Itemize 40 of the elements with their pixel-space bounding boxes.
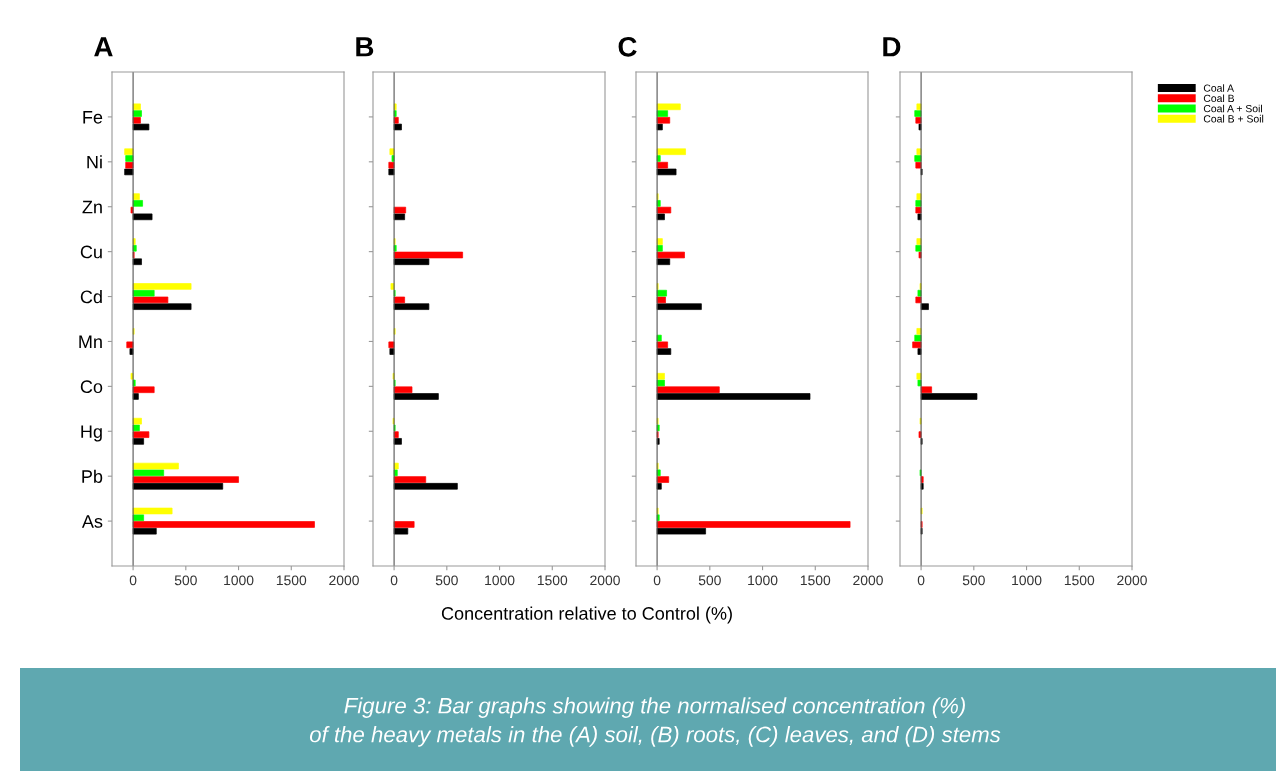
legend-label: Coal B + Soil xyxy=(1203,114,1264,123)
x-axis-title: Concentration relative to Control (%) xyxy=(441,606,732,624)
x-tick-label: 500 xyxy=(435,575,458,586)
chart-title: B xyxy=(356,37,374,57)
y-tick-label: Cu xyxy=(80,245,102,259)
caption: Figure 3: Bar graphs showing the normalised concentration (%) of the heavy metals in the (A) soil, (B) roots, (C) leaves, and (D) stems xyxy=(309,697,1001,747)
y-tick-label: Co xyxy=(80,380,103,394)
legend-label: Coal A + Soil xyxy=(1203,104,1262,113)
legend-label: Coal B xyxy=(1203,94,1235,103)
y-tick-label: Mn xyxy=(79,335,102,348)
x-tick-label: 1500 xyxy=(1064,575,1095,586)
x-tick-label: 1000 xyxy=(1012,575,1042,586)
x-tick-label: 0 xyxy=(390,575,398,586)
y-tick-label: Fe xyxy=(83,111,103,124)
x-tick-label: 2000 xyxy=(853,575,883,586)
x-tick-label: 2000 xyxy=(590,575,620,586)
x-tick-label: 2000 xyxy=(1117,575,1147,586)
x-tick-label: 0 xyxy=(129,575,137,586)
x-tick-label: 1000 xyxy=(224,575,254,586)
legend-label: Coal A xyxy=(1203,84,1234,92)
x-tick-label: 1500 xyxy=(800,575,831,586)
chart-title: A xyxy=(94,37,113,57)
x-tick-label: 500 xyxy=(174,575,197,586)
x-tick-label: 0 xyxy=(917,575,925,586)
y-tick-label: Pb xyxy=(82,469,103,483)
chart-title: D xyxy=(883,37,901,57)
x-tick-label: 2000 xyxy=(329,575,359,586)
x-tick-label: 500 xyxy=(962,575,985,586)
y-tick-label: Hg xyxy=(81,425,102,442)
y-tick-label: Ni xyxy=(87,155,102,169)
x-tick-label: 1500 xyxy=(276,575,307,586)
x-tick-label: 0 xyxy=(653,575,661,586)
y-tick-label: As xyxy=(81,515,103,528)
x-tick-label: 1500 xyxy=(537,575,568,586)
x-tick-label: 1000 xyxy=(748,575,778,586)
x-tick-label: 500 xyxy=(698,575,721,586)
chart-title: C xyxy=(618,36,637,57)
y-tick-label: Cd xyxy=(80,290,102,304)
x-tick-label: 1000 xyxy=(485,575,515,586)
y-tick-label: Zn xyxy=(82,200,102,214)
